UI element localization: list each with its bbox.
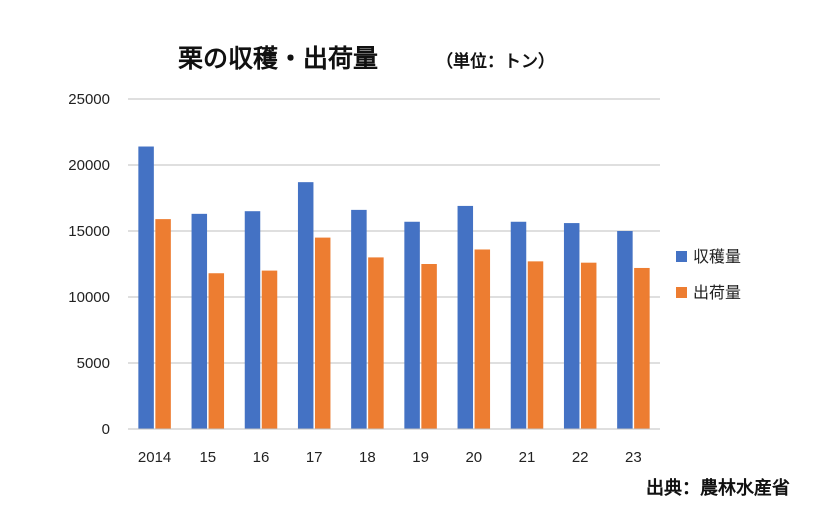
legend-label: 収穫量 bbox=[693, 247, 741, 266]
bar-harvest-21 bbox=[510, 221, 527, 429]
bar-harvest-2014 bbox=[138, 146, 154, 429]
bar-harvest-18 bbox=[351, 209, 367, 429]
bar-shipment-22 bbox=[580, 262, 597, 429]
x-axis-ticks: 2014 15 16 17 18 19 20 21 22 23 bbox=[138, 449, 642, 466]
bar-harvest-22 bbox=[563, 223, 580, 429]
y-tick-label: 25000 bbox=[68, 91, 110, 108]
bars bbox=[138, 146, 650, 429]
legend-swatch-1 bbox=[676, 287, 687, 298]
x-tick-label: 22 bbox=[572, 449, 589, 466]
bar-shipment-2014 bbox=[155, 219, 171, 429]
x-tick-label: 16 bbox=[253, 449, 270, 466]
bar-shipment-21 bbox=[527, 261, 544, 429]
chart-title-unit: （単位：トン） bbox=[436, 51, 555, 72]
x-tick-label: 15 bbox=[199, 449, 216, 466]
y-tick-label: 15000 bbox=[68, 223, 110, 240]
legend-swatch-0 bbox=[676, 251, 687, 262]
x-tick-label: 2014 bbox=[138, 449, 171, 466]
bar-harvest-19 bbox=[404, 221, 420, 429]
x-tick-label: 18 bbox=[359, 449, 376, 466]
x-tick-label: 21 bbox=[519, 449, 536, 466]
chart-title: 栗の収穫・出荷量 bbox=[178, 44, 378, 73]
x-tick-label: 19 bbox=[412, 449, 429, 466]
bar-shipment-18 bbox=[368, 257, 384, 429]
gridlines bbox=[128, 98, 660, 364]
y-tick-label: 0 bbox=[102, 421, 110, 438]
bar-shipment-23 bbox=[634, 267, 650, 429]
y-tick-label: 10000 bbox=[68, 289, 110, 306]
bar-shipment-19 bbox=[421, 264, 437, 429]
y-tick-label: 5000 bbox=[77, 355, 110, 372]
bar-harvest-23 bbox=[617, 231, 633, 429]
bar-shipment-16 bbox=[261, 270, 278, 429]
bar-shipment-17 bbox=[314, 237, 331, 429]
x-tick-label: 23 bbox=[625, 449, 642, 466]
legend-label: 出荷量 bbox=[693, 283, 741, 302]
y-tick-label: 20000 bbox=[68, 157, 110, 174]
bar-harvest-17 bbox=[297, 182, 314, 429]
source-note: 出典：農林水産省 bbox=[646, 477, 790, 499]
x-tick-label: 17 bbox=[306, 449, 323, 466]
bar-shipment-15 bbox=[208, 273, 225, 429]
bar-shipment-20 bbox=[474, 249, 491, 429]
bar-harvest-15 bbox=[191, 213, 208, 429]
bar-harvest-16 bbox=[244, 211, 261, 429]
x-tick-label: 20 bbox=[465, 449, 482, 466]
y-axis-ticks: 0 5000 10000 15000 20000 25000 bbox=[68, 91, 110, 438]
bar-harvest-20 bbox=[457, 205, 474, 429]
